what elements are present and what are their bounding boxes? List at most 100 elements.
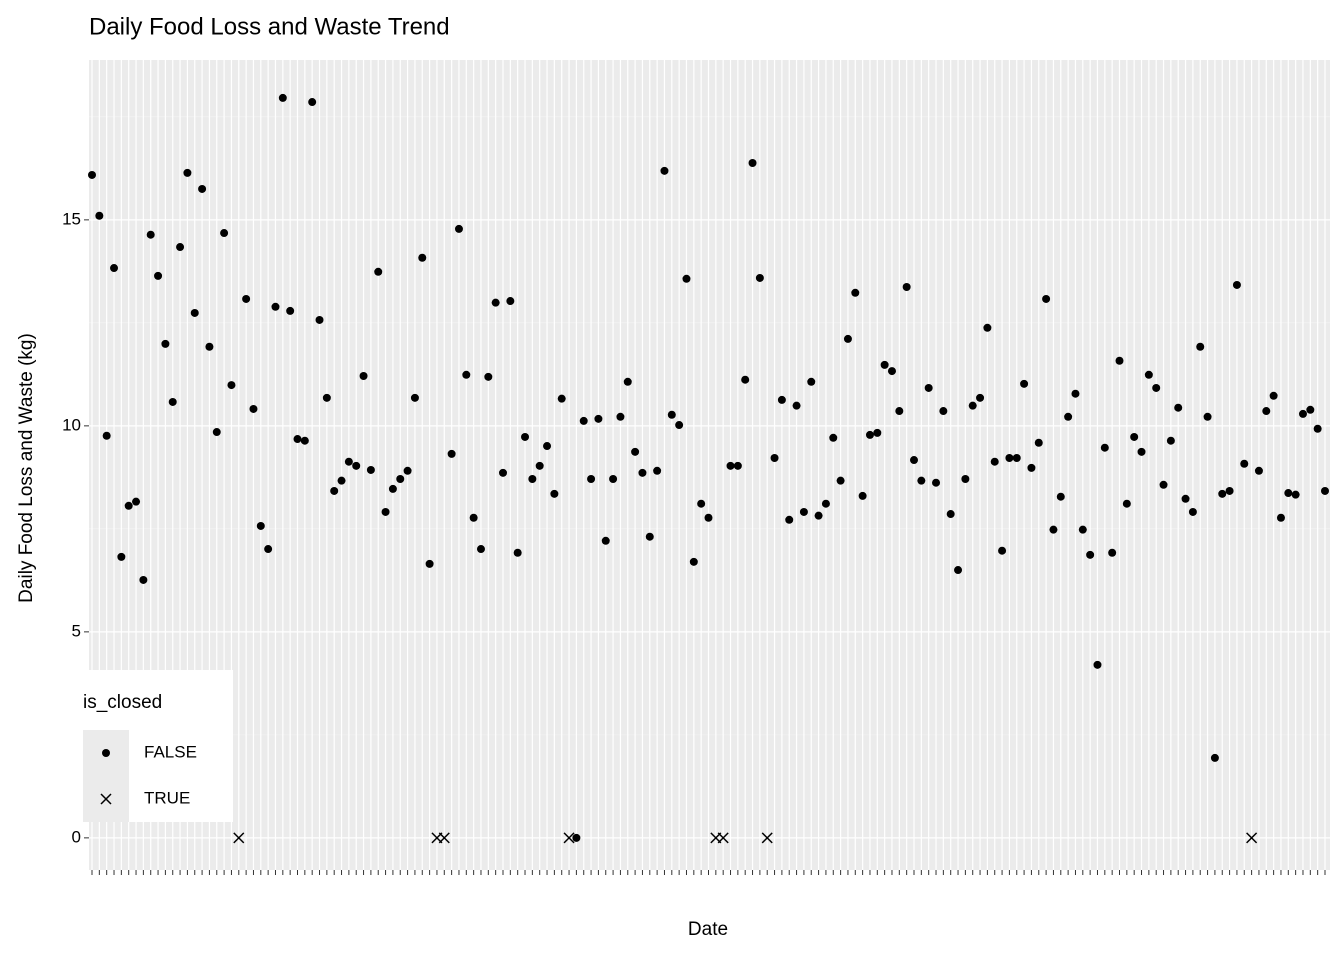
point xyxy=(1034,438,1043,447)
point xyxy=(278,93,287,102)
point xyxy=(851,288,860,297)
point xyxy=(550,489,559,498)
point xyxy=(352,461,361,470)
point xyxy=(1042,294,1051,303)
point xyxy=(1071,389,1080,398)
point xyxy=(1254,466,1263,475)
point xyxy=(543,442,552,451)
point xyxy=(249,404,258,413)
point xyxy=(1174,403,1183,412)
point xyxy=(1262,407,1271,416)
point xyxy=(1188,507,1197,516)
point xyxy=(631,447,640,456)
point xyxy=(983,323,992,332)
point xyxy=(1210,753,1219,762)
point xyxy=(998,546,1007,555)
point xyxy=(623,377,632,386)
point xyxy=(741,375,750,384)
point xyxy=(858,491,867,500)
point xyxy=(499,468,507,477)
point xyxy=(761,832,773,844)
point xyxy=(726,461,735,470)
legend-label: FALSE xyxy=(144,742,197,761)
point xyxy=(1203,412,1212,421)
point xyxy=(667,410,676,419)
point xyxy=(322,393,331,402)
legend: is_closed FALSE TRUE xyxy=(70,670,233,822)
point xyxy=(1166,436,1175,445)
point xyxy=(454,224,463,233)
point xyxy=(462,370,471,379)
y-tick-label: 10 xyxy=(62,415,81,434)
point xyxy=(1137,447,1146,456)
point xyxy=(227,381,236,390)
point xyxy=(932,478,941,487)
point xyxy=(528,475,537,484)
point xyxy=(1269,391,1278,400)
point xyxy=(154,271,163,280)
point xyxy=(717,832,729,844)
legend-symbol xyxy=(102,749,110,757)
point xyxy=(1144,370,1153,379)
point xyxy=(821,499,830,508)
point xyxy=(212,428,221,437)
point xyxy=(645,532,654,541)
point xyxy=(521,432,530,441)
point xyxy=(1005,453,1014,462)
point xyxy=(785,515,794,524)
point xyxy=(359,372,368,381)
point xyxy=(513,548,522,557)
x-axis-label: Date xyxy=(688,919,728,940)
point xyxy=(124,501,133,510)
point xyxy=(1196,342,1205,351)
y-tick-label: 15 xyxy=(62,209,81,228)
point xyxy=(1012,453,1021,462)
axes: 0 5 10 15 xyxy=(62,209,1326,875)
point xyxy=(491,298,500,307)
point xyxy=(579,416,588,425)
point xyxy=(88,170,96,179)
point xyxy=(880,360,889,369)
point xyxy=(748,159,757,168)
point xyxy=(1225,486,1234,495)
point xyxy=(1049,525,1058,534)
point xyxy=(976,393,985,402)
point xyxy=(139,575,148,584)
y-tick-label: 0 xyxy=(72,827,81,846)
point xyxy=(873,428,882,437)
point xyxy=(1218,489,1227,498)
point xyxy=(388,484,397,493)
point xyxy=(264,545,273,554)
point xyxy=(1100,443,1109,452)
point xyxy=(865,430,874,439)
point xyxy=(697,499,706,508)
point xyxy=(117,552,126,561)
point xyxy=(814,511,823,520)
point xyxy=(469,513,478,522)
point xyxy=(1108,548,1117,557)
point xyxy=(946,510,955,519)
point xyxy=(777,395,786,404)
point xyxy=(1115,356,1124,365)
point xyxy=(689,557,698,566)
point xyxy=(403,466,412,475)
point xyxy=(755,273,764,282)
point xyxy=(381,507,390,516)
point xyxy=(954,566,963,575)
legend-title: is_closed xyxy=(83,692,162,713)
point xyxy=(220,229,229,238)
point xyxy=(601,536,610,545)
point xyxy=(770,453,779,462)
legend-symbol xyxy=(100,793,112,805)
point xyxy=(1246,832,1258,844)
point xyxy=(660,166,669,175)
point xyxy=(792,401,801,410)
point xyxy=(102,431,111,440)
point xyxy=(653,466,662,475)
point xyxy=(887,367,896,376)
point xyxy=(829,433,838,442)
point xyxy=(132,497,141,506)
point xyxy=(1291,490,1300,499)
point xyxy=(242,294,251,303)
